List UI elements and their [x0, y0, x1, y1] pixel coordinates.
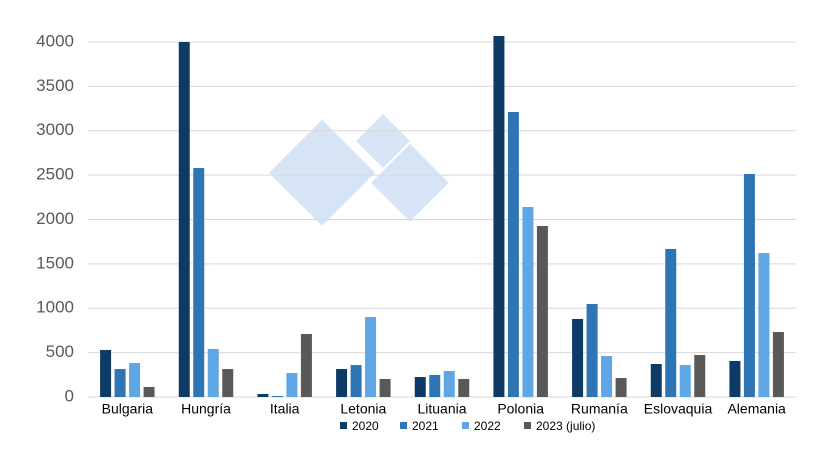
watermark-diamond	[268, 119, 376, 226]
bar	[114, 369, 126, 397]
bar	[100, 349, 112, 397]
bar	[601, 355, 613, 397]
x-tick-label: Lituania	[417, 401, 466, 417]
bar	[536, 225, 548, 397]
bar	[178, 42, 190, 397]
y-tick-label: 1500	[36, 253, 74, 272]
bar	[300, 333, 312, 397]
legend-label: 2022	[474, 419, 501, 433]
y-tick-label: 500	[46, 342, 74, 361]
bar	[679, 365, 691, 397]
x-tick-label: Eslovaquia	[644, 401, 713, 417]
bar	[193, 168, 205, 397]
legend-label: 2023 (julio)	[536, 419, 595, 433]
bar	[729, 360, 741, 397]
x-tick-label: Hungría	[181, 401, 231, 417]
bar	[143, 386, 155, 397]
bar	[694, 355, 706, 397]
bar	[350, 365, 362, 397]
bar	[286, 373, 298, 397]
bar	[443, 370, 455, 397]
bar	[336, 369, 348, 397]
bar	[429, 374, 441, 397]
watermark-diamond	[356, 114, 410, 168]
legend-swatch	[524, 422, 531, 429]
bar	[507, 112, 519, 398]
x-tick-label: Bulgaria	[102, 401, 154, 417]
bar	[572, 318, 584, 397]
bar	[493, 35, 505, 398]
bar	[665, 248, 677, 397]
bar	[129, 363, 141, 397]
y-tick-label: 3500	[36, 76, 74, 95]
y-tick-label: 3000	[36, 120, 74, 139]
bar	[772, 332, 784, 397]
bar	[758, 253, 770, 397]
watermark-diamond	[371, 143, 449, 222]
bar	[458, 378, 470, 397]
bar	[222, 369, 234, 397]
x-tick-label: Polonia	[497, 401, 544, 417]
bar	[586, 303, 598, 397]
x-tick-label: Italia	[270, 401, 300, 417]
legend-swatch	[462, 422, 469, 429]
y-tick-label: 2000	[36, 209, 74, 228]
bar	[365, 317, 377, 397]
bar	[207, 348, 219, 397]
bar	[257, 393, 269, 397]
bar	[271, 396, 283, 397]
bar	[522, 206, 534, 397]
x-tick-label: Alemania	[727, 401, 786, 417]
bar	[414, 377, 426, 397]
x-tick-label: Letonia	[340, 401, 386, 417]
x-tick-label: Rumanía	[571, 401, 628, 417]
bar	[743, 173, 755, 397]
bar	[650, 363, 662, 397]
legend-label: 2021	[412, 419, 439, 433]
legend-swatch	[340, 422, 347, 429]
y-tick-label: 0	[65, 386, 74, 405]
y-tick-label: 1000	[36, 298, 74, 317]
legend-swatch	[400, 422, 407, 429]
bar	[615, 378, 627, 397]
y-tick-label: 2500	[36, 165, 74, 184]
bar	[379, 378, 391, 397]
legend-label: 2020	[352, 419, 379, 433]
y-tick-label: 4000	[36, 31, 74, 50]
